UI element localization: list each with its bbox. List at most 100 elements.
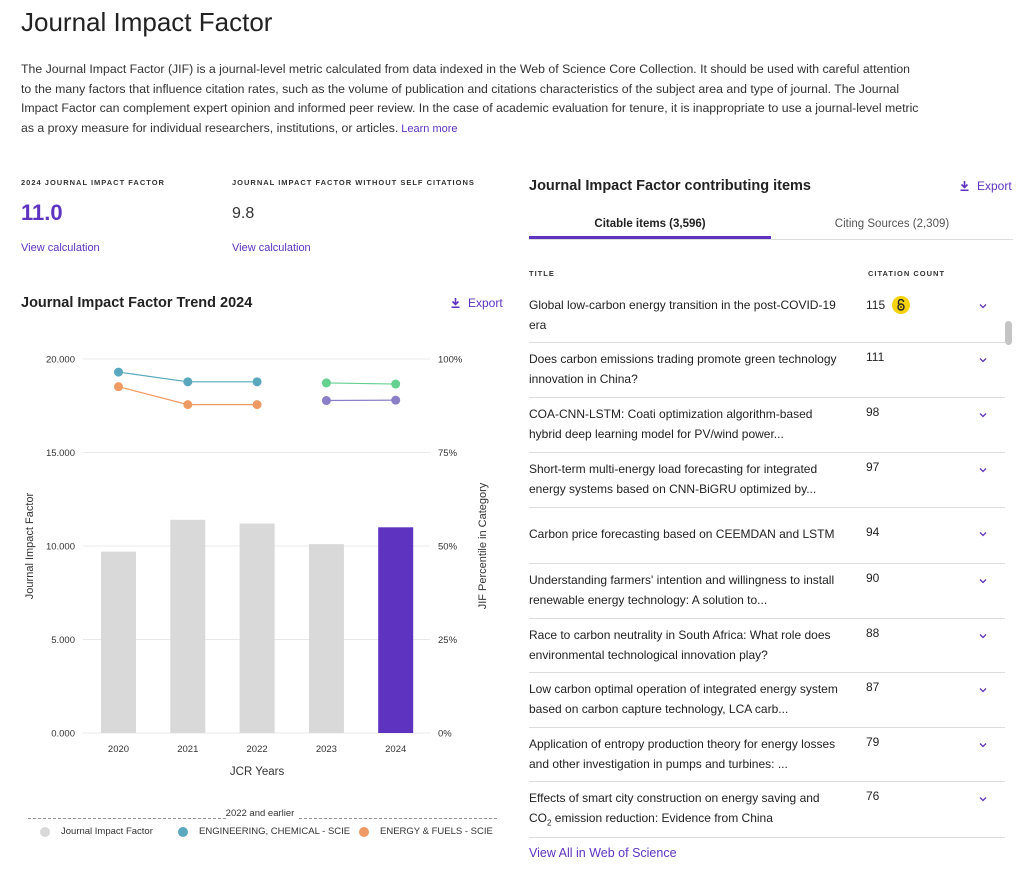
- citation-count: 76: [866, 789, 880, 803]
- chevron-down-icon[interactable]: [979, 789, 987, 807]
- view-all-link[interactable]: View All in Web of Science: [529, 846, 677, 860]
- y-tick-label: 5.000: [51, 635, 75, 646]
- table-row[interactable]: Does carbon emissions trading promote gr…: [529, 343, 1005, 398]
- bar-2020: [101, 551, 136, 733]
- legend-item-energy-fuels: ENERGY & FUELS - SCIE: [359, 826, 493, 837]
- y-axis-title: Journal Impact Factor: [24, 492, 36, 599]
- intro-body: The Journal Impact Factor (JIF) is a jou…: [21, 62, 919, 135]
- item-title[interactable]: Understanding farmers' intention and wil…: [529, 573, 835, 607]
- series-line-3: [326, 382, 396, 385]
- learn-more-link[interactable]: Learn more: [401, 122, 458, 135]
- chevron-down-icon[interactable]: [979, 680, 987, 698]
- jif-no-self-value: 9.8: [232, 205, 255, 222]
- legend-swatch: [359, 826, 369, 837]
- item-title[interactable]: Low carbon optimal operation of integrat…: [529, 682, 838, 716]
- item-title[interactable]: Global low-carbon energy transition in t…: [529, 298, 836, 332]
- item-title[interactable]: Short-term multi-energy load forecasting…: [529, 462, 818, 496]
- active-tab-indicator: [529, 236, 771, 239]
- legend-divider-left: [28, 818, 226, 819]
- item-title[interactable]: Carbon price forecasting based on CEEMDA…: [529, 527, 835, 541]
- citation-count: 94: [866, 525, 880, 539]
- legend-swatch: [178, 826, 188, 837]
- trend-export-label: Export: [468, 296, 503, 310]
- bar-2024: [378, 527, 414, 733]
- chevron-down-icon[interactable]: [979, 571, 987, 589]
- jif-value: 11.0: [21, 200, 63, 225]
- table-row[interactable]: COA-CNN-LSTM: Coati optimization algorit…: [529, 398, 1005, 453]
- citation-count: 88: [866, 626, 880, 640]
- y2-tick-label: 0%: [438, 729, 452, 740]
- item-title[interactable]: Application of entropy production theory…: [529, 737, 836, 771]
- series-point: [391, 379, 401, 389]
- jif-no-self-view-calculation-link[interactable]: View calculation: [232, 242, 311, 254]
- bar-2022: [239, 523, 275, 733]
- tab-citing-sources[interactable]: Citing Sources (2,309): [834, 218, 950, 230]
- chevron-down-icon[interactable]: [979, 460, 987, 478]
- subscript-two: 2: [547, 817, 552, 827]
- x-tick-label: 2023: [316, 744, 337, 755]
- table-row[interactable]: Carbon price forecasting based on CEEMDA…: [529, 508, 1005, 564]
- y-tick-label: 0.000: [51, 729, 75, 740]
- legend-divider-right: [299, 818, 497, 819]
- citation-count: 87: [866, 680, 880, 694]
- series-point: [114, 367, 123, 377]
- legend-label: Journal Impact Factor: [61, 826, 153, 837]
- bar-2021: [170, 519, 206, 733]
- y-tick-label: 20.000: [46, 355, 75, 366]
- y2-tick-label: 75%: [438, 448, 458, 459]
- citation-count: 79: [866, 735, 880, 749]
- y2-tick-label: 25%: [438, 635, 458, 646]
- bar-2023: [308, 544, 344, 733]
- chevron-down-icon[interactable]: [979, 296, 987, 314]
- trend-export-button[interactable]: Export: [451, 296, 503, 310]
- citation-count: 97: [866, 460, 880, 474]
- tab-citable-items[interactable]: Citable items (3,596): [594, 218, 706, 230]
- table-row[interactable]: Race to carbon neutrality in South Afric…: [529, 619, 1005, 673]
- chevron-down-icon[interactable]: [979, 626, 987, 644]
- citation-count: 115: [866, 296, 911, 314]
- open-access-icon: [892, 296, 911, 314]
- column-header-citation-count: CITATION COUNT: [868, 269, 946, 278]
- legend-swatch: [40, 826, 50, 837]
- table-row[interactable]: Effects of smart city construction on en…: [529, 782, 1005, 838]
- series-point: [321, 378, 331, 388]
- item-title[interactable]: Effects of smart city construction on en…: [529, 782, 839, 832]
- scrollbar-thumb[interactable]: [1005, 321, 1012, 345]
- legend-label: ENGINEERING, CHEMICAL - SCIE: [199, 826, 351, 837]
- contributing-title: Journal Impact Factor contributing items: [529, 178, 811, 194]
- jif-no-self-label: JOURNAL IMPACT FACTOR WITHOUT SELF CITAT…: [232, 178, 475, 187]
- chevron-down-icon[interactable]: [979, 524, 987, 542]
- citation-count: 98: [866, 405, 880, 419]
- chevron-down-icon[interactable]: [979, 405, 987, 423]
- x-tick-label: 2020: [108, 744, 129, 755]
- series-point: [183, 400, 193, 410]
- x-axis-title: JCR Years: [230, 766, 285, 778]
- page-title: Journal Impact Factor: [21, 7, 273, 37]
- table-row[interactable]: Application of entropy production theory…: [529, 728, 1005, 782]
- table-row[interactable]: Understanding farmers' intention and wil…: [529, 564, 1005, 619]
- y-tick-label: 10.000: [46, 542, 75, 553]
- series-point: [183, 377, 193, 387]
- chevron-down-icon[interactable]: [979, 735, 987, 753]
- column-header-title: TITLE: [529, 269, 555, 278]
- y-tick-label: 15.000: [46, 448, 75, 459]
- table-row[interactable]: Global low-carbon energy transition in t…: [529, 289, 1005, 343]
- y2-axis-title: JIF Percentile in Category: [477, 482, 489, 609]
- table-row[interactable]: Low carbon optimal operation of integrat…: [529, 673, 1005, 728]
- item-title[interactable]: Does carbon emissions trading promote gr…: [529, 352, 837, 386]
- jif-trend-chart: 0.000 5.000 10.000 15.000 20.000 0% 25% 50% 75% 1…: [24, 355, 489, 779]
- item-title[interactable]: COA-CNN-LSTM: Coati optimization algorit…: [529, 407, 813, 441]
- trend-title: Journal Impact Factor Trend 2024: [21, 295, 253, 311]
- jif-view-calculation-link[interactable]: View calculation: [21, 242, 100, 254]
- x-tick-label: 2022: [247, 744, 268, 755]
- legend-title: 2022 and earlier: [225, 808, 295, 819]
- contributing-export-button[interactable]: Export: [960, 179, 1012, 193]
- series-point: [114, 382, 123, 392]
- legend-label: ENERGY & FUELS - SCIE: [380, 826, 493, 837]
- table-row[interactable]: Short-term multi-energy load forecasting…: [529, 453, 1005, 508]
- item-title[interactable]: Race to carbon neutrality in South Afric…: [529, 628, 831, 662]
- legend-item-jif: Journal Impact Factor: [40, 826, 153, 837]
- citation-count-value: 115: [866, 298, 886, 312]
- contributing-items-list: Global low-carbon energy transition in t…: [529, 289, 1005, 838]
- chevron-down-icon[interactable]: [979, 350, 987, 368]
